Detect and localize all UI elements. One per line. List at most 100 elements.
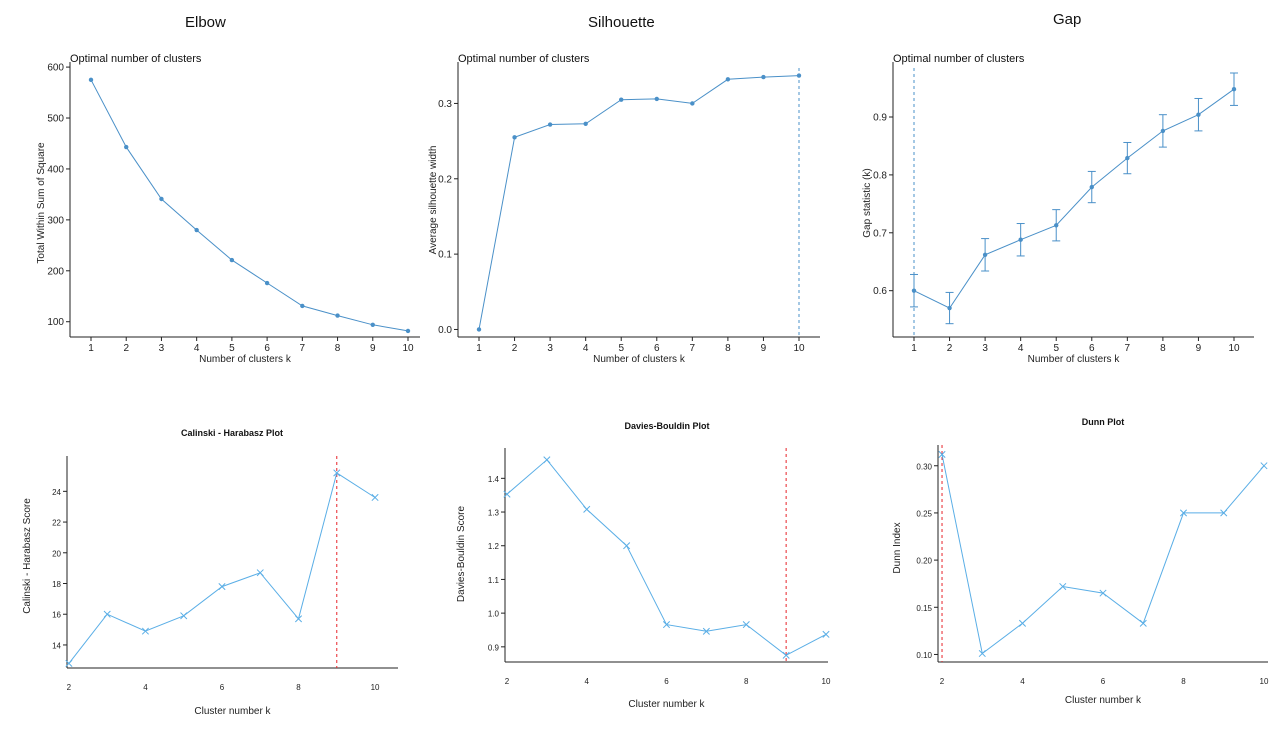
heading-elbow: Elbow [185,14,226,31]
silhouette-title: Optimal number of clusters [458,53,590,65]
silhouette-x-tick-label: 7 [690,343,696,354]
gap-y-tick-label: 0.8 [873,170,887,181]
calinski-title: Calinski - Harabasz Plot [181,428,283,438]
davies-data-point [822,630,830,638]
silhouette-data-point [619,97,624,102]
elbow-x-tick-label: 7 [300,343,306,354]
davies-data-point [662,621,671,629]
dunn-y-tick-label: 0.25 [916,509,932,518]
calinski-series-line [68,472,376,664]
elbow-data-point [405,328,411,334]
elbow-y-tick-label: 600 [47,63,64,74]
gap-x-tick-label: 9 [1196,343,1202,354]
gap-data-point [911,288,917,293]
dunn-data-point [1018,619,1027,627]
davies-x-tick-label: 10 [822,677,831,686]
elbow-y-tick-label: 100 [47,317,64,328]
silhouette-data-point [690,101,695,106]
gap-x-tick-label: 3 [982,343,988,354]
gap-data-point [982,252,988,257]
davies-data-point [583,505,591,513]
calinski-data-point [333,469,341,477]
dunn-data-point [1139,619,1147,627]
davies-x-label: Cluster number k [628,699,705,710]
gap-data-point [1018,237,1023,242]
silhouette-x-tick-label: 10 [793,343,805,354]
gap-data-point [1054,223,1059,228]
elbow-data-point [229,257,235,263]
elbow-data-point [124,144,129,150]
silhouette-x-tick-label: 3 [547,343,553,354]
davies-y-tick-label: 1.0 [488,610,500,619]
davies-y-tick-label: 0.9 [488,643,500,652]
elbow-data-point [370,322,375,327]
silhouette-data-point [512,135,517,140]
dunn-data-point [1059,582,1067,591]
davies-data-point [742,621,750,629]
dunn-data-point [1099,589,1107,597]
calinski-data-point [256,569,264,577]
gap-x-tick-label: 7 [1125,343,1131,354]
elbow-x-tick-label: 2 [123,343,129,354]
dunn-x-tick-label: 6 [1101,677,1106,686]
davies-y-tick-label: 1.1 [488,576,500,585]
elbow-x-tick-label: 3 [159,343,165,354]
silhouette-x-tick-label: 8 [725,343,731,354]
gap-data-point [1089,184,1094,190]
dunn-y-tick-label: 0.20 [916,557,932,566]
elbow-data-point [300,303,305,309]
dunn-title: Dunn Plot [1082,417,1125,427]
gap-series-line [913,88,1235,309]
silhouette-x-tick-label: 6 [654,343,660,354]
elbow-y-tick-label: 300 [47,215,64,226]
calinski-y-tick-label: 18 [52,580,61,589]
calinski-x-tick-label: 2 [67,683,72,692]
davies-title: Davies-Bouldin Plot [624,421,709,431]
gap-data-point [1196,112,1201,117]
gap-y-tick-label: 0.6 [873,286,887,297]
calinski-data-point [65,659,73,667]
elbow-series-line [90,79,409,332]
davies-data-point [503,490,511,498]
silhouette-data-point [547,122,553,127]
calinski-y-tick-label: 24 [52,488,61,497]
silhouette-data-point [654,96,659,102]
silhouette-x-tick-label: 2 [512,343,518,354]
gap-y-label: Gap statistic (k) [862,168,873,237]
dunn-data-point [1220,509,1228,517]
gap-x-tick-label: 5 [1053,343,1059,354]
silhouette-data-point [476,327,482,332]
gap-data-point [947,305,952,311]
elbow-data-point [264,280,270,286]
elbow-data-point [159,196,164,202]
dunn-x-tick-label: 2 [940,677,945,686]
calinski-data-point [371,493,379,502]
silhouette-x-tick-label: 5 [618,343,624,354]
gap-x-tick-label: 10 [1228,343,1240,354]
elbow-y-tick-label: 500 [47,114,64,125]
dunn-x-tick-label: 4 [1020,677,1025,686]
dunn-y-tick-label: 0.10 [916,651,932,660]
silhouette-data-point [583,121,588,126]
elbow-x-tick-label: 8 [335,343,341,354]
dunn-y-label: Dunn Index [892,522,903,573]
dunn-data-point [938,450,946,458]
elbow-x-tick-label: 10 [402,343,414,354]
silhouette-series-line [478,75,800,330]
calinski-y-tick-label: 16 [52,611,61,620]
davies-data-point [782,651,790,659]
elbow-data-point [88,77,94,83]
elbow-x-tick-label: 4 [194,343,200,354]
elbow-x-tick-label: 1 [88,343,94,354]
elbow-x-label: Number of clusters k [199,354,292,365]
davies-x-tick-label: 2 [505,677,510,686]
davies-x-tick-label: 4 [585,677,590,686]
gap-data-point [1231,87,1237,92]
silhouette-y-tick-label: 0.3 [438,99,452,110]
silhouette-data-point [796,73,802,78]
dunn-x-tick-label: 10 [1260,677,1269,686]
silhouette-x-tick-label: 1 [476,343,482,354]
silhouette-y-tick-label: 0.0 [438,325,452,336]
gap-title: Optimal number of clusters [893,53,1025,65]
